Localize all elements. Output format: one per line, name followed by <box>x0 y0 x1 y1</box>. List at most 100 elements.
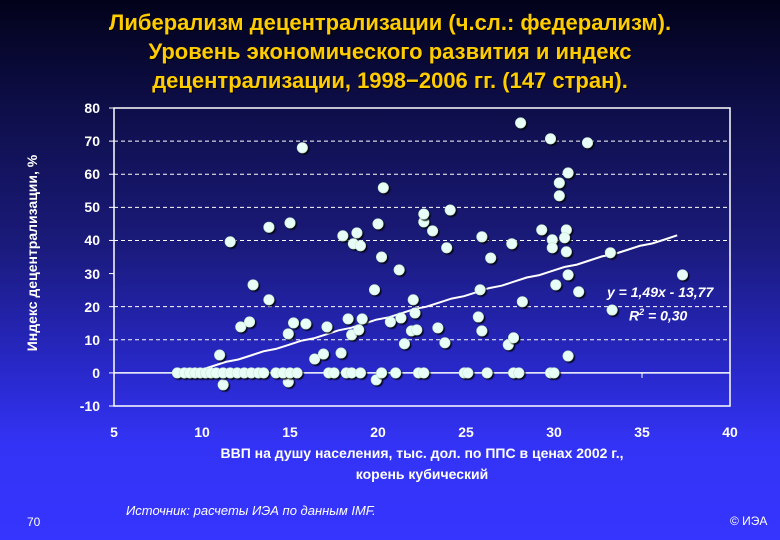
data-point <box>606 304 618 316</box>
x-tick-label: 35 <box>634 424 650 440</box>
data-point <box>284 217 296 229</box>
data-point <box>282 328 294 340</box>
title-line-1: Либерализм децентрализации (ч.сл.: федер… <box>108 10 672 35</box>
data-point <box>548 367 560 379</box>
data-point <box>476 325 488 337</box>
data-point <box>353 324 365 336</box>
data-point <box>368 284 380 296</box>
plot-border <box>113 107 731 407</box>
data-point <box>342 313 354 325</box>
data-point <box>407 294 419 306</box>
data-point <box>296 142 308 154</box>
data-point <box>377 182 389 194</box>
gridlines <box>114 140 730 374</box>
data-point <box>288 317 300 329</box>
data-point <box>472 311 484 323</box>
data-point <box>263 294 275 306</box>
data-point <box>409 307 421 319</box>
data-point <box>282 376 294 388</box>
data-point <box>300 318 312 330</box>
chart-title: Либерализм децентрализации (ч.сл.: федер… <box>0 8 780 95</box>
copyright: © ИЭА <box>730 514 768 528</box>
plot-frame <box>109 107 731 407</box>
y-tick-label: 0 <box>92 364 100 381</box>
title-line-3: децентрализации, 1998−2006 гг. (147 стра… <box>152 68 628 93</box>
data-point <box>550 279 562 291</box>
slide-number: 70 <box>27 515 41 529</box>
data-point <box>515 117 527 129</box>
x-tick-label: 30 <box>546 424 562 440</box>
data-point <box>393 264 405 276</box>
data-point <box>573 286 585 298</box>
data-point <box>384 316 396 328</box>
y-tick-label: 70 <box>84 133 100 150</box>
data-point <box>263 221 275 233</box>
data-point <box>676 269 688 281</box>
data-point <box>372 218 384 230</box>
x-tick-label: 15 <box>282 424 298 440</box>
data-point <box>321 321 333 333</box>
data-point <box>244 316 256 328</box>
title-line-2: Уровень экономического развития и индекс <box>148 39 632 64</box>
x-axis-label-line-1: ВВП на душу населения, тыс. дол. по ППС … <box>220 445 624 461</box>
data-point <box>581 137 593 149</box>
trendline <box>175 234 678 378</box>
data-point <box>562 350 574 362</box>
data-point <box>462 367 474 379</box>
data-point <box>354 367 366 379</box>
data-point <box>562 167 574 179</box>
data-point <box>506 238 518 250</box>
data-point <box>439 337 451 349</box>
x-axis-label-line-2: корень кубический <box>355 466 489 482</box>
data-point <box>441 242 453 254</box>
x-tick-label: 40 <box>722 424 738 440</box>
data-point <box>544 133 556 145</box>
y-tick-label: -10 <box>79 398 100 414</box>
r-squared-label: R2 = 0,30 <box>629 307 688 324</box>
data-point <box>481 367 493 379</box>
data-point <box>553 190 565 202</box>
data-point <box>398 338 410 350</box>
data-point <box>560 246 572 258</box>
data-point <box>258 367 270 379</box>
data-point <box>351 227 363 239</box>
data-point <box>354 240 366 252</box>
data-point <box>508 332 520 344</box>
data-point <box>427 225 439 237</box>
data-point <box>328 367 340 379</box>
data-point <box>356 313 368 325</box>
x-tick-label: 20 <box>370 424 386 440</box>
data-point <box>395 312 407 324</box>
data-point <box>476 231 488 243</box>
data-point <box>309 353 321 365</box>
data-point <box>474 284 486 296</box>
data-point <box>411 324 423 336</box>
y-tick-label: 30 <box>84 265 100 282</box>
data-point <box>335 347 347 359</box>
data-points <box>171 117 688 391</box>
y-tick-label: 50 <box>84 199 100 216</box>
data-point <box>224 236 236 248</box>
data-point <box>418 208 430 220</box>
data-point <box>317 348 329 360</box>
data-point <box>432 322 444 334</box>
x-tick-label: 10 <box>194 424 210 440</box>
data-point <box>337 230 349 242</box>
data-point <box>217 379 229 391</box>
data-point <box>546 242 558 254</box>
data-point <box>376 367 388 379</box>
trendline-equation: y = 1,49x - 13,77 <box>607 284 714 300</box>
data-point <box>291 367 303 379</box>
data-point <box>485 252 497 264</box>
data-point <box>553 177 565 189</box>
x-tick-label: 25 <box>458 424 474 440</box>
y-tick-label: 10 <box>84 331 100 348</box>
data-point <box>214 349 226 361</box>
data-point <box>516 296 528 308</box>
y-tick-label: 60 <box>84 166 100 183</box>
data-point <box>559 232 571 244</box>
data-point <box>418 367 430 379</box>
data-point <box>390 367 402 379</box>
y-tick-label: 40 <box>84 232 100 249</box>
